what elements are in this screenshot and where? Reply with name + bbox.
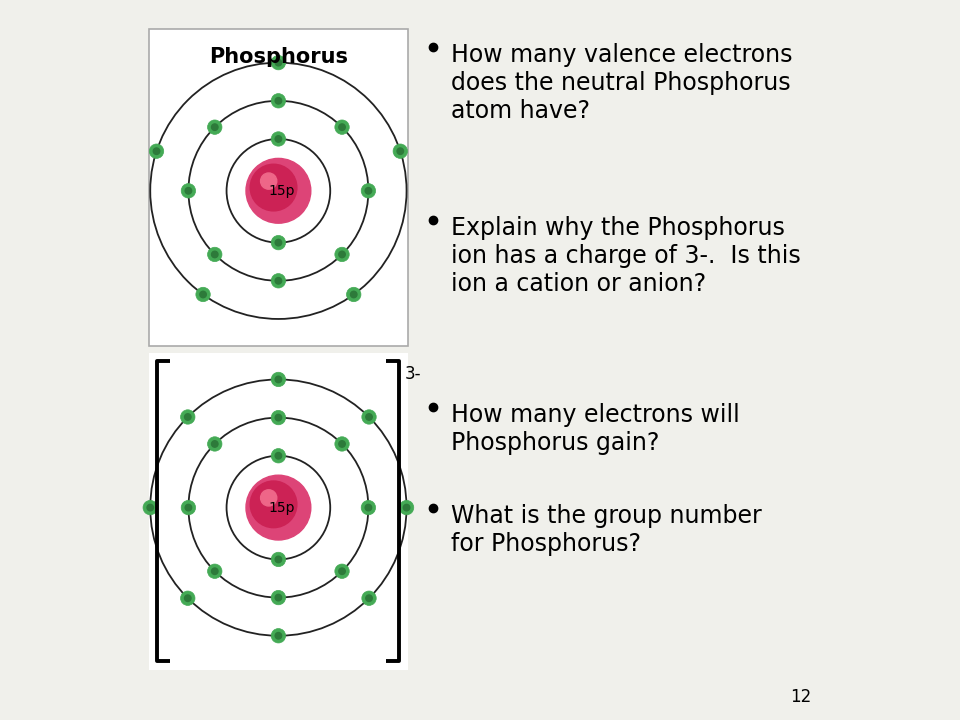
Circle shape [276, 452, 281, 459]
Circle shape [271, 274, 286, 288]
Circle shape [276, 59, 281, 66]
Circle shape [246, 475, 311, 540]
Circle shape [366, 414, 372, 420]
Circle shape [335, 564, 349, 578]
Circle shape [207, 247, 222, 261]
Circle shape [154, 148, 159, 154]
Circle shape [211, 568, 218, 575]
Circle shape [271, 132, 286, 146]
Circle shape [181, 500, 196, 515]
Circle shape [180, 591, 195, 606]
Circle shape [365, 187, 372, 194]
Circle shape [196, 287, 210, 302]
Circle shape [403, 505, 410, 511]
Circle shape [147, 504, 154, 511]
Circle shape [276, 376, 281, 383]
Circle shape [271, 94, 286, 108]
Circle shape [271, 449, 286, 463]
Circle shape [339, 568, 346, 575]
Circle shape [271, 55, 286, 70]
Circle shape [271, 552, 286, 567]
Circle shape [271, 372, 286, 387]
Circle shape [335, 247, 349, 261]
Text: 15p: 15p [269, 184, 295, 198]
Text: 15p: 15p [269, 500, 295, 515]
Circle shape [350, 292, 357, 298]
FancyBboxPatch shape [149, 29, 408, 346]
Circle shape [276, 633, 281, 639]
Circle shape [251, 164, 297, 211]
Circle shape [276, 239, 281, 246]
Text: 3-: 3- [405, 365, 421, 383]
Circle shape [365, 505, 372, 511]
Text: How many valence electrons
does the neutral Phosphorus
atom have?: How many valence electrons does the neut… [451, 43, 793, 123]
Circle shape [362, 591, 376, 606]
Circle shape [211, 124, 218, 130]
Circle shape [211, 251, 218, 258]
Circle shape [207, 564, 222, 578]
Circle shape [271, 629, 286, 643]
Circle shape [339, 441, 346, 447]
Circle shape [184, 414, 191, 420]
Circle shape [185, 187, 192, 194]
Circle shape [181, 184, 196, 198]
Circle shape [200, 292, 206, 298]
Circle shape [276, 415, 281, 420]
Circle shape [361, 184, 375, 198]
Circle shape [362, 410, 376, 424]
Circle shape [207, 120, 222, 135]
Text: Phosphorus: Phosphorus [209, 47, 348, 67]
Circle shape [276, 277, 281, 284]
Circle shape [211, 441, 218, 447]
Circle shape [260, 490, 276, 506]
Circle shape [150, 144, 164, 158]
Circle shape [361, 500, 375, 515]
Circle shape [251, 481, 297, 528]
Circle shape [339, 251, 346, 258]
Circle shape [271, 235, 286, 250]
Circle shape [276, 595, 281, 600]
Text: How many electrons will
Phosphorus gain?: How many electrons will Phosphorus gain? [451, 403, 740, 455]
Circle shape [366, 595, 372, 601]
Circle shape [347, 287, 361, 302]
Circle shape [335, 120, 349, 135]
Circle shape [397, 148, 403, 154]
Circle shape [335, 437, 349, 451]
Circle shape [339, 124, 346, 130]
FancyBboxPatch shape [149, 353, 408, 670]
Circle shape [276, 97, 281, 104]
Circle shape [246, 158, 311, 223]
Circle shape [184, 595, 191, 601]
Circle shape [393, 144, 407, 158]
Circle shape [276, 556, 281, 563]
Circle shape [185, 504, 192, 511]
Circle shape [399, 500, 414, 515]
Text: 12: 12 [790, 688, 811, 706]
Text: Explain why the Phosphorus
ion has a charge of 3-.  Is this
ion a cation or anio: Explain why the Phosphorus ion has a cha… [451, 216, 801, 296]
Circle shape [260, 173, 276, 189]
Circle shape [271, 410, 286, 425]
Circle shape [276, 135, 281, 143]
Circle shape [143, 500, 157, 515]
Text: What is the group number
for Phosphorus?: What is the group number for Phosphorus? [451, 504, 762, 556]
Circle shape [207, 437, 222, 451]
Circle shape [180, 410, 195, 424]
Circle shape [271, 590, 286, 605]
